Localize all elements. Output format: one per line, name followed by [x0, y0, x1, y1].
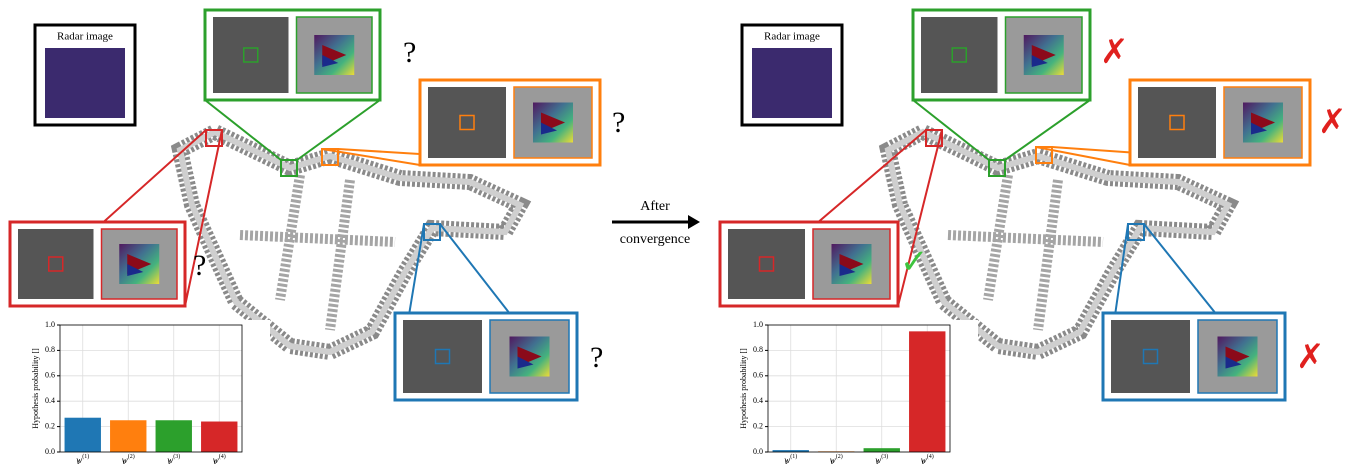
question: ? [193, 249, 206, 282]
y-tick-label: 0.2 [753, 421, 763, 430]
radar-label: Radar image [764, 31, 820, 43]
lidar-image [728, 229, 805, 299]
question: ? [403, 36, 416, 69]
lidar-image [921, 17, 998, 93]
arrow-label: After [640, 199, 670, 214]
cross: ✗ [1296, 339, 1325, 376]
y-tick-label: 0.0 [753, 447, 763, 456]
bar [909, 331, 945, 452]
y-tick-label: 0.4 [753, 396, 763, 405]
y-tick-label: 0.8 [45, 345, 55, 354]
bar [110, 420, 146, 452]
y-axis-label: Hypothesis probability [] [739, 348, 748, 429]
y-tick-label: 1.0 [753, 320, 763, 329]
arrow-label: convergence [620, 232, 690, 247]
cross: ✗ [1100, 34, 1129, 71]
y-axis-label: Hypothesis probability [] [31, 348, 40, 429]
bar [864, 448, 900, 452]
arrow-head [688, 215, 700, 229]
bar [65, 418, 101, 452]
lidar-image [213, 17, 289, 93]
check: ✓ [900, 244, 929, 281]
lidar-image [403, 320, 482, 393]
question: ? [612, 106, 625, 139]
question: ? [590, 341, 603, 374]
y-tick-label: 0.4 [45, 396, 55, 405]
bar [156, 420, 192, 452]
cross: ✗ [1318, 104, 1346, 141]
radar-image [752, 48, 832, 118]
y-tick-label: 0.8 [753, 345, 763, 354]
lidar-image [1111, 320, 1190, 393]
lidar-image [1138, 87, 1216, 158]
bar [201, 422, 237, 452]
callout [205, 100, 380, 160]
lidar-image [428, 87, 506, 158]
figure: Radar image Radar image After convergenc… [0, 0, 1346, 464]
y-tick-label: 0.6 [753, 371, 763, 380]
y-tick-label: 0.6 [45, 371, 55, 380]
lidar-image [18, 229, 94, 299]
y-tick-label: 0.2 [45, 421, 55, 430]
y-tick-label: 0.0 [45, 447, 55, 456]
radar-label: Radar image [57, 31, 113, 43]
radar-image [45, 48, 125, 118]
y-tick-label: 1.0 [45, 320, 55, 329]
